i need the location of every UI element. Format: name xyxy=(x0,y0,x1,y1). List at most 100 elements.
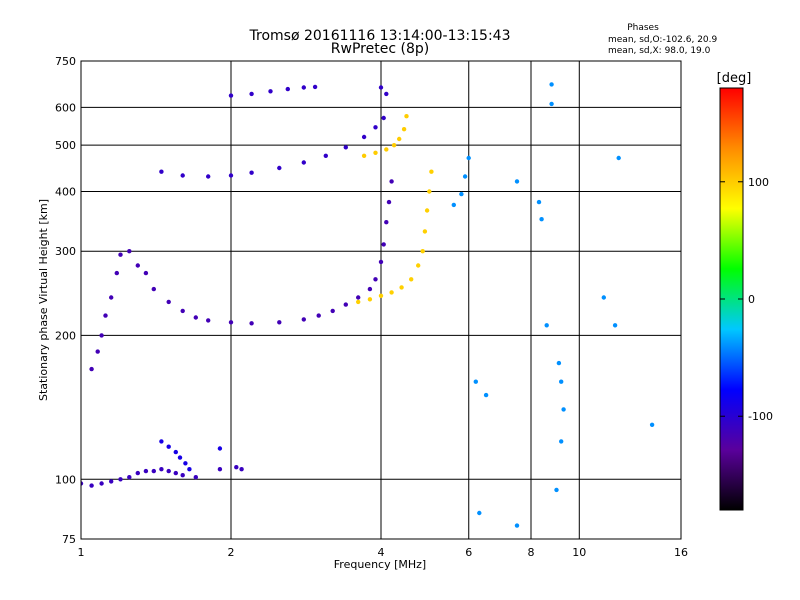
data-point xyxy=(118,477,123,482)
series-f1-x-mode xyxy=(356,169,434,305)
data-point xyxy=(343,302,348,307)
data-point xyxy=(109,295,114,300)
chart-subtitle: RwPretec (8p) xyxy=(331,41,429,57)
series-f2-o-mode xyxy=(159,115,386,179)
data-point xyxy=(404,114,409,119)
data-point xyxy=(378,85,384,90)
data-point xyxy=(343,145,348,150)
data-point xyxy=(556,360,562,366)
data-point xyxy=(173,470,178,476)
y-tick-label: 400 xyxy=(55,185,76,198)
data-point xyxy=(381,242,386,247)
data-point xyxy=(89,366,94,372)
data-point xyxy=(356,299,361,305)
colorbar-tick-label: -100 xyxy=(748,410,773,423)
data-point xyxy=(420,249,425,254)
data-point xyxy=(166,444,171,449)
data-point xyxy=(367,297,373,302)
data-point xyxy=(268,89,273,94)
data-point xyxy=(373,125,378,130)
y-tick-label: 300 xyxy=(55,245,76,258)
data-point xyxy=(159,467,164,472)
colorbar-label: [deg] xyxy=(717,71,752,86)
data-point xyxy=(135,470,140,476)
data-point xyxy=(384,220,389,225)
phase-stats-title: Phases xyxy=(627,23,659,33)
series-f1-o-mode xyxy=(89,179,394,372)
data-point xyxy=(89,483,94,488)
data-point xyxy=(554,487,559,493)
data-point xyxy=(514,179,520,184)
grid xyxy=(81,61,681,539)
data-point xyxy=(249,170,254,175)
data-point xyxy=(95,349,100,354)
data-point xyxy=(477,510,482,516)
data-point xyxy=(159,169,164,174)
data-points xyxy=(81,82,655,528)
data-point xyxy=(384,91,389,97)
data-point xyxy=(173,449,178,455)
data-point xyxy=(316,313,321,318)
data-point xyxy=(416,263,421,268)
data-point xyxy=(378,259,384,265)
data-point xyxy=(99,333,104,338)
y-tick-label: 600 xyxy=(55,101,76,114)
data-point xyxy=(401,127,407,132)
colorbar-tick-label: 0 xyxy=(748,293,755,306)
y-tick-label: 750 xyxy=(55,55,76,68)
data-point xyxy=(114,270,120,276)
x-tick-label: 2 xyxy=(228,546,235,559)
data-point xyxy=(378,293,384,298)
data-point xyxy=(384,147,389,152)
data-point xyxy=(612,323,618,328)
data-point xyxy=(312,84,318,90)
data-point xyxy=(549,101,554,107)
data-point xyxy=(183,461,188,466)
data-point xyxy=(356,295,361,300)
data-point xyxy=(151,468,156,474)
data-point xyxy=(381,115,386,121)
data-point xyxy=(301,85,306,90)
data-point xyxy=(166,468,171,474)
data-point xyxy=(228,93,234,98)
y-tick-label: 500 xyxy=(55,139,76,152)
data-point xyxy=(330,308,335,314)
data-point xyxy=(616,155,621,161)
colorbar-tick-label: 100 xyxy=(748,176,769,189)
data-point xyxy=(228,173,234,178)
data-point xyxy=(249,91,254,97)
data-point xyxy=(544,323,549,328)
data-point xyxy=(301,317,306,322)
data-point xyxy=(367,286,373,292)
series-scattered-echoes xyxy=(451,82,655,528)
x-tick-label: 1 xyxy=(78,546,85,559)
data-point xyxy=(99,481,104,486)
data-point xyxy=(559,439,564,444)
data-point xyxy=(462,174,468,179)
data-point xyxy=(228,320,234,325)
data-point xyxy=(206,318,211,323)
y-tick-label: 100 xyxy=(55,473,76,486)
data-point xyxy=(559,379,564,384)
data-point xyxy=(151,286,156,292)
y-tick-label: 200 xyxy=(55,329,76,342)
data-point xyxy=(177,455,183,460)
data-point xyxy=(277,165,282,171)
x-axis-label: Frequency [MHz] xyxy=(334,558,426,571)
data-point xyxy=(81,481,84,486)
axis-ticks: 1 2 4 6 8 10 16 75 100 200 300 400 500 600 750 xyxy=(55,55,688,559)
data-point xyxy=(361,153,367,158)
data-point xyxy=(180,473,185,478)
data-point xyxy=(277,320,282,325)
data-point xyxy=(422,229,428,234)
data-point xyxy=(459,191,464,197)
data-point xyxy=(399,285,404,290)
data-point xyxy=(234,465,239,470)
data-point xyxy=(193,475,198,480)
data-point xyxy=(389,179,394,184)
phase-stats-o: mean, sd,O:-102.6, 20.9 xyxy=(608,35,718,45)
data-point xyxy=(249,321,254,326)
data-point xyxy=(206,174,211,179)
data-point xyxy=(143,468,149,474)
